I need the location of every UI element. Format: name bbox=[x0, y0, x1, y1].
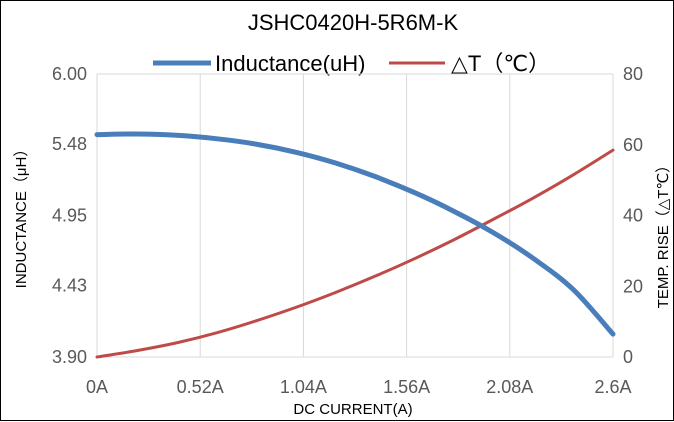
x-tick-label: 2.6A bbox=[594, 377, 631, 397]
legend-label-temp-rise: △T（℃） bbox=[451, 51, 550, 76]
y2-tick-label: 80 bbox=[623, 64, 643, 84]
y-tick-label: 6.00 bbox=[52, 64, 87, 84]
y2-axis-title: TEMP. RISE（△T℃） bbox=[655, 158, 672, 309]
y-tick-label: 4.95 bbox=[52, 206, 87, 226]
series-group bbox=[94, 131, 616, 359]
y-axis-title: INDUCTANCE（μH） bbox=[13, 142, 30, 289]
legend-label-inductance: Inductance(uH) bbox=[215, 51, 365, 76]
series-line-inductance bbox=[94, 131, 616, 337]
y2-tick-label: 40 bbox=[623, 206, 643, 226]
x-tick-label: 0A bbox=[86, 377, 108, 397]
y-tick-label: 3.90 bbox=[52, 347, 87, 367]
x-axis-title: DC CURRENT(A) bbox=[293, 401, 412, 418]
y2-tick-label: 20 bbox=[623, 276, 643, 296]
y-tick-label: 4.43 bbox=[52, 276, 87, 296]
x-tick-label: 2.08A bbox=[486, 377, 533, 397]
y-tick-label: 5.48 bbox=[52, 134, 87, 154]
series-line-temp-rise bbox=[95, 148, 615, 359]
x-tick-label: 0.52A bbox=[177, 377, 224, 397]
x-tick-label: 1.56A bbox=[383, 377, 430, 397]
grid bbox=[96, 73, 614, 358]
y-axis-ticks: 3.90 4.43 4.95 5.48 6.00 bbox=[52, 64, 87, 367]
legend: Inductance(uH) △T（℃） bbox=[153, 51, 550, 76]
y2-axis-ticks: 0 20 40 60 80 bbox=[623, 64, 643, 367]
chart-title: JSHC0420H-5R6M-K bbox=[248, 10, 459, 35]
y2-tick-label: 0 bbox=[623, 347, 633, 367]
y2-tick-label: 60 bbox=[623, 135, 643, 155]
x-axis-ticks: 0A 0.52A 1.04A 1.56A 2.08A 2.6A bbox=[86, 377, 632, 397]
x-tick-label: 1.04A bbox=[280, 377, 327, 397]
